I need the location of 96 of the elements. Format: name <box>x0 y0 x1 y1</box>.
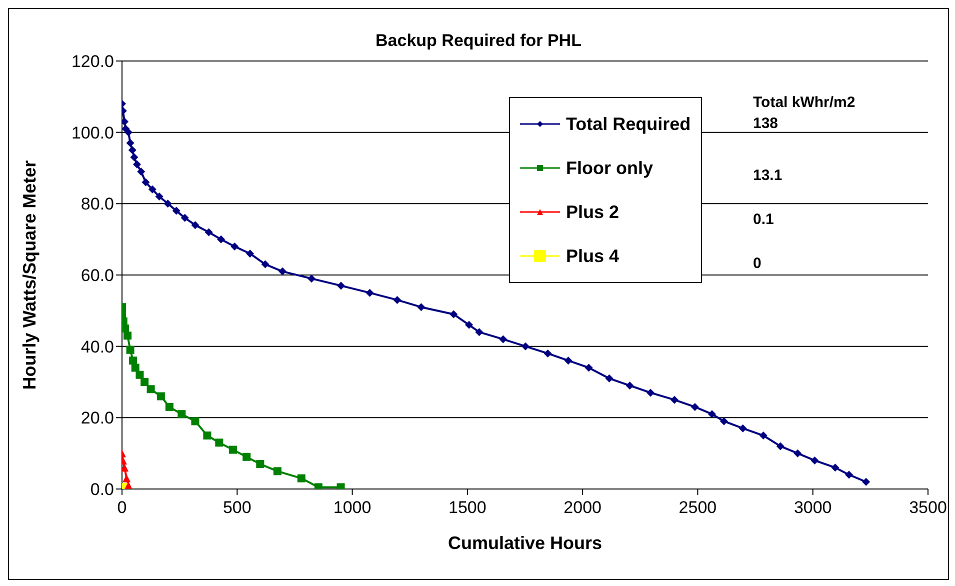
point <box>191 417 200 426</box>
legend-label: Total Required <box>566 114 691 134</box>
x-tick-label: 2000 <box>564 498 602 517</box>
point <box>128 146 136 154</box>
point <box>626 382 634 390</box>
point <box>172 206 180 215</box>
y-tick-label: 120.0 <box>71 52 114 72</box>
point <box>794 449 802 458</box>
y-tick-label: 80.0 <box>80 194 114 214</box>
point <box>155 192 164 201</box>
point <box>646 388 655 397</box>
x-tick-label: 2500 <box>678 498 717 517</box>
point <box>124 128 132 136</box>
point <box>230 242 239 250</box>
point <box>366 288 374 297</box>
point <box>690 402 699 411</box>
point <box>810 456 819 464</box>
y-tick-label: 20.0 <box>80 408 114 428</box>
point <box>605 374 614 382</box>
point <box>297 474 306 482</box>
point <box>129 356 138 365</box>
point <box>215 438 224 447</box>
point <box>831 464 840 472</box>
legend-label: Plus 4 <box>566 246 620 266</box>
point <box>148 185 156 194</box>
point <box>521 342 530 350</box>
point <box>165 402 174 411</box>
point <box>126 346 134 354</box>
point <box>191 221 200 230</box>
point <box>178 410 186 418</box>
point <box>203 432 212 440</box>
x-tick-label: 1000 <box>333 498 372 517</box>
point <box>204 228 213 236</box>
point <box>564 356 572 365</box>
point <box>862 478 870 486</box>
legend-label: Floor only <box>566 158 653 178</box>
point <box>475 328 484 336</box>
point <box>544 349 552 358</box>
point <box>759 432 768 440</box>
annotation: 13.1 <box>753 166 782 185</box>
point <box>137 168 146 176</box>
annotation: Total kWhr/m2 <box>753 93 856 112</box>
point <box>132 160 141 168</box>
annotation: 0.1 <box>753 210 774 229</box>
point <box>180 214 189 222</box>
point <box>126 139 134 148</box>
point <box>122 118 129 126</box>
y-tick-label: 100.0 <box>71 123 114 142</box>
x-tick-label: 3000 <box>794 498 832 517</box>
point <box>246 250 254 258</box>
point <box>308 274 316 283</box>
point <box>720 417 728 426</box>
point <box>242 452 251 461</box>
y-tick-label: 40.0 <box>80 337 114 356</box>
point <box>229 446 237 454</box>
point <box>136 370 144 379</box>
point <box>142 178 150 186</box>
point <box>278 267 287 276</box>
point <box>131 364 140 372</box>
point <box>708 410 716 418</box>
point <box>845 470 854 479</box>
point <box>499 335 508 344</box>
y-axis-title: Hourly Watts/Square Meter <box>19 160 40 390</box>
x-axis-title: Cumulative Hours <box>448 533 602 553</box>
point <box>584 364 593 372</box>
x-tick-label: 0 <box>117 498 127 517</box>
point <box>738 424 747 432</box>
point <box>130 153 138 162</box>
x-tick-label: 1500 <box>448 498 486 517</box>
annotation: 138 <box>753 114 778 133</box>
point <box>140 378 149 386</box>
point <box>393 296 402 304</box>
point <box>256 460 264 468</box>
x-tick-label: 500 <box>222 498 252 517</box>
y-tick-label: 60.0 <box>80 266 114 286</box>
point <box>124 332 132 340</box>
point <box>122 464 129 472</box>
point <box>670 396 678 404</box>
point <box>217 235 226 244</box>
chart-title: Backup Required for PHL <box>374 31 582 51</box>
annotation: 0 <box>753 254 762 273</box>
point <box>465 320 474 329</box>
point <box>124 481 132 489</box>
x-tick-label: 3500 <box>909 498 947 517</box>
point <box>146 385 155 394</box>
point <box>417 303 426 312</box>
point <box>164 200 172 208</box>
y-tick-label: 0.0 <box>90 480 114 500</box>
point <box>776 442 784 450</box>
point <box>261 260 270 268</box>
legend-label: Plus 2 <box>566 202 620 222</box>
point <box>337 282 345 290</box>
point <box>273 467 282 476</box>
point <box>122 474 131 482</box>
point <box>450 310 458 318</box>
point <box>156 392 165 400</box>
